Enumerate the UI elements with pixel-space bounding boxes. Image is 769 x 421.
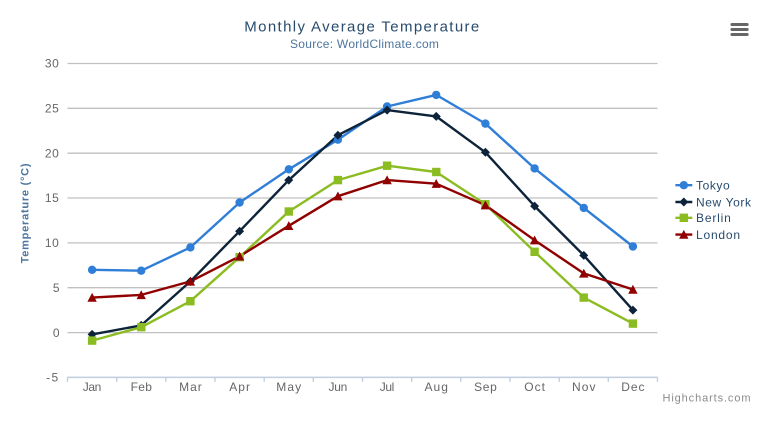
svg-text:Tokyo: Tokyo xyxy=(696,179,730,193)
svg-text:London: London xyxy=(696,228,741,242)
svg-text:5: 5 xyxy=(53,281,60,295)
svg-text:Berlin: Berlin xyxy=(696,211,732,225)
svg-text:Jul: Jul xyxy=(380,380,394,394)
svg-text:Jun: Jun xyxy=(329,380,347,394)
svg-text:10: 10 xyxy=(45,236,60,250)
svg-text:Sep: Sep xyxy=(474,380,497,394)
svg-text:Temperature (°C): Temperature (°C) xyxy=(20,163,32,264)
svg-text:New York: New York xyxy=(696,195,752,209)
svg-text:Source: WorldClimate.com: Source: WorldClimate.com xyxy=(290,37,439,51)
svg-text:0: 0 xyxy=(53,326,60,340)
svg-text:Monthly Average Temperature: Monthly Average Temperature xyxy=(244,19,480,36)
svg-text:25: 25 xyxy=(45,102,60,116)
svg-text:Oct: Oct xyxy=(524,380,546,394)
svg-text:20: 20 xyxy=(45,146,60,160)
svg-text:Apr: Apr xyxy=(229,380,251,394)
svg-text:-5: -5 xyxy=(46,371,59,385)
svg-text:Dec: Dec xyxy=(621,380,645,394)
svg-text:Nov: Nov xyxy=(572,380,597,394)
svg-text:Feb: Feb xyxy=(131,380,153,394)
svg-text:May: May xyxy=(276,380,302,394)
svg-text:30: 30 xyxy=(45,57,60,71)
svg-text:Aug: Aug xyxy=(425,380,450,394)
svg-text:Mar: Mar xyxy=(179,380,203,394)
svg-text:Highcharts.com: Highcharts.com xyxy=(663,393,752,405)
svg-text:Jan: Jan xyxy=(83,380,101,394)
svg-text:15: 15 xyxy=(45,191,60,205)
